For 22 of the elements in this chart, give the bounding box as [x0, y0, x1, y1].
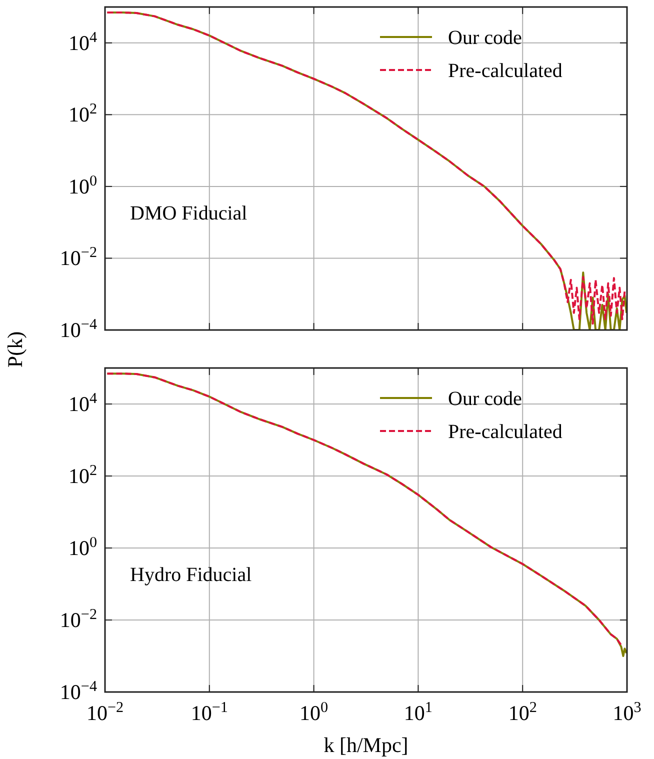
- y-tick-label: 10$^{4}$: [68, 30, 98, 55]
- y-tick-label: 10$^{2}$: [68, 102, 97, 127]
- legend-label: Pre-calculated: [448, 421, 562, 443]
- legend-label: Our code: [448, 388, 522, 410]
- y-tick-label: 10$^{2}$: [68, 463, 97, 488]
- y-tick-label: 10$^{4}$: [68, 391, 98, 416]
- y-tick-label: 10$^{−2}$: [60, 607, 97, 632]
- x-tick-label: 10$^{0}$: [300, 700, 328, 725]
- y-tick-label: 10$^{0}$: [68, 173, 97, 198]
- x-tick-label: 10$^{−1}$: [190, 700, 228, 725]
- y-tick-label: 10$^{−2}$: [60, 245, 97, 270]
- y-tick-label: 10$^{0}$: [68, 535, 97, 560]
- annotation: Hydro Fiducial: [130, 564, 252, 586]
- x-tick-label: 10$^{3}$: [612, 700, 642, 725]
- x-tick-label: 10$^{2}$: [508, 700, 537, 725]
- x-tick-label: 10$^{1}$: [404, 700, 432, 725]
- legend-label: Our code: [448, 27, 522, 49]
- annotation: DMO Fiducial: [130, 202, 248, 224]
- y-tick-label: 10$^{−4}$: [60, 317, 98, 342]
- x-axis-title: k [h/Mpc]: [324, 733, 408, 757]
- legend-label: Pre-calculated: [448, 60, 562, 82]
- y-axis-title: P(k): [3, 331, 27, 368]
